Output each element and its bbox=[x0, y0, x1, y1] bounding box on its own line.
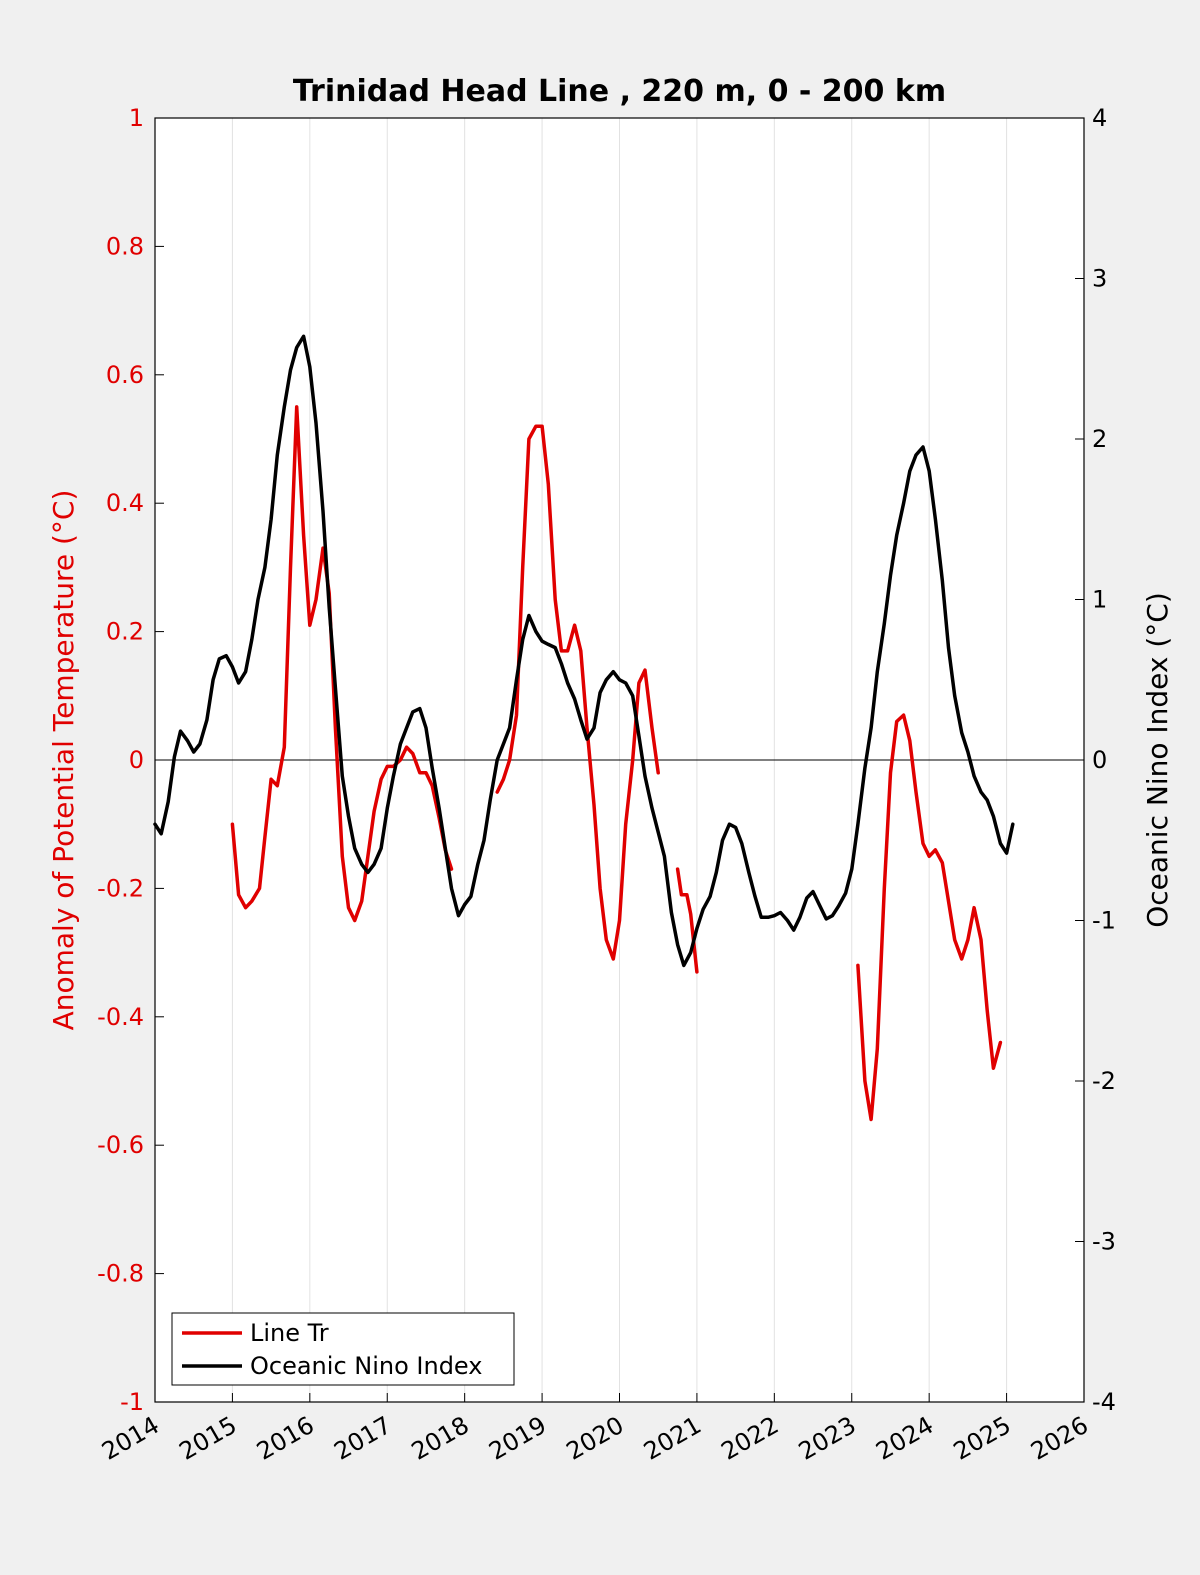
right-tick-label: -1 bbox=[1092, 907, 1116, 935]
x-tick-label: 2015 bbox=[175, 1411, 242, 1466]
x-tick-label: 2026 bbox=[1026, 1411, 1093, 1466]
right-tick-label: -3 bbox=[1092, 1228, 1116, 1256]
left-tick-label: -1 bbox=[120, 1388, 144, 1416]
series-oni-segment-1 bbox=[153, 334, 1015, 968]
legend-label-line-tr: Line Tr bbox=[250, 1319, 329, 1347]
right-axis: -4 -3 -2 -1 0 1 2 3 4 bbox=[1075, 104, 1116, 1416]
legend-label-oni: Oceanic Nino Index bbox=[250, 1352, 482, 1380]
right-tick-label: 2 bbox=[1092, 425, 1107, 453]
left-tick-label: -0.4 bbox=[97, 1003, 144, 1031]
x-tick-label: 2017 bbox=[329, 1411, 396, 1466]
legend-box bbox=[171, 1312, 515, 1386]
right-tick-label: -4 bbox=[1092, 1388, 1116, 1416]
left-tick-label: 0.8 bbox=[106, 232, 144, 260]
x-tick-label: 2024 bbox=[871, 1411, 938, 1466]
left-tick-label: 1 bbox=[129, 104, 144, 132]
right-tick-label: 3 bbox=[1092, 265, 1107, 293]
x-tick-label: 2020 bbox=[562, 1411, 629, 1466]
left-axis: -1 -0.8 -0.6 -0.4 -0.2 0 0.2 0.4 0.6 0.8 1 bbox=[97, 104, 164, 1416]
left-axis-title: Anomaly of Potential Temperature (°C) bbox=[47, 490, 80, 1031]
right-tick-label: -2 bbox=[1092, 1067, 1116, 1095]
left-tick-label: 0 bbox=[129, 746, 144, 774]
legend: Line Tr Oceanic Nino Index bbox=[171, 1312, 515, 1386]
left-tick-label: -0.8 bbox=[97, 1260, 144, 1288]
right-tick-label: 4 bbox=[1092, 104, 1107, 132]
right-tick-label: 0 bbox=[1092, 746, 1107, 774]
series-line-tr-segment-3 bbox=[675, 867, 699, 974]
left-tick-label: -0.2 bbox=[97, 874, 144, 902]
right-tick-label: 1 bbox=[1092, 586, 1107, 614]
right-axis-title: Oceanic Nino Index (°C) bbox=[1141, 592, 1174, 928]
x-tick-label: 2023 bbox=[794, 1411, 861, 1466]
x-axis: 2014 2015 2016 2017 2018 2019 2020 2021 2022 2023… bbox=[97, 1393, 1093, 1466]
chart-title: Trinidad Head Line , 220 m, 0 - 200 km bbox=[293, 74, 946, 109]
left-tick-label: 0.4 bbox=[106, 489, 144, 517]
x-tick-label: 2025 bbox=[949, 1411, 1016, 1466]
left-tick-label: -0.6 bbox=[97, 1131, 144, 1159]
left-tick-label: 0.2 bbox=[106, 618, 144, 646]
x-tick-label: 2016 bbox=[252, 1411, 319, 1466]
series-line-tr-segment-2 bbox=[495, 424, 660, 961]
left-tick-label: 0.6 bbox=[106, 361, 144, 389]
series-line-tr-segment-1 bbox=[230, 405, 454, 923]
series-layer bbox=[153, 334, 1015, 1122]
x-tick-label: 2019 bbox=[484, 1411, 551, 1466]
x-tick-label: 2022 bbox=[716, 1411, 783, 1466]
series-line-tr-segment-4 bbox=[856, 713, 1003, 1122]
x-tick-label: 2014 bbox=[97, 1411, 164, 1466]
x-tick-label: 2021 bbox=[639, 1411, 706, 1466]
x-tick-label: 2018 bbox=[407, 1411, 474, 1466]
